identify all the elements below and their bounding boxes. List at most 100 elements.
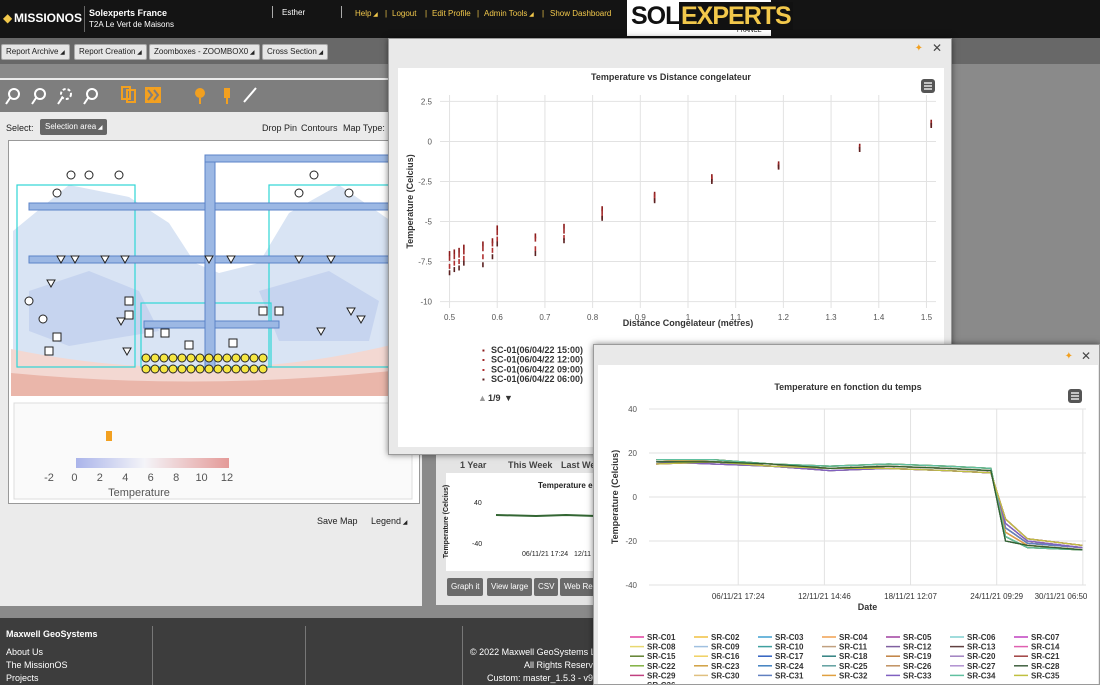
separator — [84, 6, 85, 32]
x-tick-label: 1.5 — [921, 313, 933, 322]
menu-button[interactable] — [921, 79, 935, 93]
point — [463, 260, 465, 266]
map-marker — [70, 255, 80, 265]
footer-link[interactable]: Projects — [6, 673, 39, 683]
tab[interactable]: 1 Year — [460, 460, 487, 470]
logo[interactable]: MISSIONOS — [14, 11, 83, 25]
menu-button[interactable] — [1068, 389, 1082, 403]
contours[interactable]: Contours — [301, 123, 338, 133]
menu-item[interactable]: Edit Profile — [432, 9, 471, 18]
save-map[interactable]: Save Map — [317, 516, 358, 526]
legend-button[interactable]: Legend — [371, 516, 407, 526]
series-line — [656, 461, 1083, 549]
map-marker — [24, 296, 34, 306]
pin-button[interactable]: ✦ — [914, 43, 923, 54]
menu-item[interactable]: Help — [355, 9, 378, 18]
menu-item[interactable]: Show Dashboard — [550, 9, 612, 18]
x-tick-label: 06/11/21 17:24 — [712, 592, 765, 601]
graph-button[interactable]: Web Re — [560, 578, 597, 596]
y-axis-label: Temperature (Celcius) — [610, 450, 620, 544]
y-tick-label: 40 — [628, 405, 637, 414]
map-marker — [144, 328, 154, 338]
tab[interactable]: Last We — [561, 460, 596, 470]
series-line — [656, 461, 1083, 549]
map-marker — [294, 188, 304, 198]
legend-label: SR-C14 — [1031, 643, 1060, 652]
y-tick-label: 0 — [633, 493, 638, 502]
graph-button[interactable]: CSV — [534, 578, 559, 596]
mini-chart: Temperature e Temperature (Celcius) 40 -… — [443, 473, 596, 571]
series-line — [656, 461, 1083, 547]
series-line — [656, 461, 1083, 551]
point — [463, 249, 465, 255]
legend-label: SR-C01 — [647, 633, 676, 642]
legend-label: SC-01(06/04/22 09:00) — [491, 364, 583, 374]
legend-label: SR-C35 — [1031, 671, 1060, 680]
series-line — [656, 461, 1083, 549]
pin-button[interactable]: ✦ — [1064, 351, 1073, 362]
y-tick-label: -10 — [420, 298, 432, 307]
point — [858, 146, 861, 152]
point — [534, 236, 537, 242]
pagination: 1/9 — [488, 393, 501, 403]
map-marker — [222, 364, 232, 374]
footer-link[interactable]: The MissionOS — [6, 660, 68, 670]
y-tick-label: -7.5 — [418, 258, 432, 267]
logo-text: EXPERTS — [679, 2, 793, 30]
map-marker — [44, 346, 54, 356]
x-tick-label: 1.1 — [730, 313, 742, 322]
footer-link[interactable]: About Us — [6, 647, 44, 657]
map-marker — [204, 353, 214, 363]
point — [534, 233, 537, 239]
point — [458, 265, 460, 271]
legend-label: SR-C17 — [775, 652, 804, 661]
legend-label: SR-C23 — [711, 662, 740, 671]
legend-label: SR-C34 — [967, 671, 996, 680]
tab[interactable]: This Week — [508, 460, 553, 470]
toolbar-button[interactable]: Report Archive — [1, 44, 70, 60]
series-line — [656, 461, 1083, 549]
legend-label: SR-C12 — [903, 643, 932, 652]
graph-button[interactable]: View large — [487, 578, 533, 596]
series-line — [656, 461, 1083, 547]
map-marker — [226, 255, 236, 265]
mini-title: Temperature e — [538, 481, 593, 490]
map-marker — [120, 255, 130, 265]
point — [601, 215, 603, 221]
point — [563, 235, 565, 241]
colorbar-tick: 6 — [148, 472, 154, 484]
point — [777, 164, 780, 170]
toolbar-button[interactable]: Zoomboxes - ZOOMBOX0 — [149, 44, 260, 60]
separator — [341, 6, 342, 18]
close-button[interactable]: ✕ — [931, 41, 942, 55]
map-marker — [66, 170, 76, 180]
tool-icons — [5, 86, 257, 105]
drop-pin[interactable]: Drop Pin — [262, 123, 298, 133]
legend-label: SR-C27 — [967, 662, 996, 671]
toolbar-button[interactable]: Report Creation — [74, 44, 147, 60]
site: T2A Le Vert de Maisons — [89, 20, 174, 29]
point — [653, 193, 656, 199]
toolbar-button[interactable]: Cross Section — [262, 44, 329, 60]
menu-item[interactable]: Admin Tools — [484, 9, 534, 18]
legend-label: SR-C21 — [1031, 652, 1060, 661]
point — [453, 254, 456, 260]
chart-title: Temperature en fonction du temps — [774, 382, 921, 392]
menu-item[interactable]: Logout — [392, 9, 417, 18]
close-button[interactable]: ✕ — [1080, 349, 1091, 363]
legend-label: SR-C03 — [775, 633, 804, 642]
legend-label: SR-C13 — [967, 643, 996, 652]
map-type[interactable]: Map Type: — [343, 123, 385, 133]
map: -2 0 2 4 6 8 10 12 Temperature — [8, 140, 420, 504]
rights: All Rights Reserve — [524, 660, 599, 670]
graph-button[interactable]: Graph it — [447, 578, 484, 596]
x-tick-label: 0.9 — [635, 313, 647, 322]
x-tick-label: 0.7 — [539, 313, 551, 322]
popup: ✦ ✕ Temperature en fonction du temps Date… — [593, 344, 1100, 685]
map-marker — [114, 170, 124, 180]
point — [496, 225, 499, 231]
point — [448, 251, 451, 257]
map-marker — [46, 279, 56, 289]
select-dropdown[interactable]: Selection area — [40, 119, 108, 135]
point — [491, 238, 494, 244]
